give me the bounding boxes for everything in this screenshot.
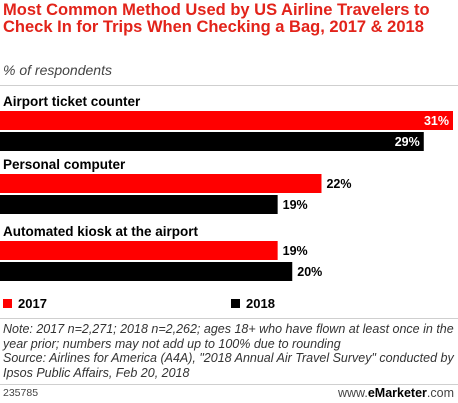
brand-suffix: .com (426, 386, 454, 400)
chart-subtitle: % of respondents (3, 62, 112, 78)
legend-label-2017: 2017 (18, 296, 47, 311)
value-label-airport-ticket-counter-2017: 31% (424, 114, 449, 128)
footer-divider (0, 318, 458, 319)
note-text: Note: 2017 n=2,271; 2018 n=2,262; ages 1… (3, 322, 454, 351)
value-label-automated-kiosk-at-the-airport-2018: 20% (297, 265, 322, 279)
category-label-personal-computer: Personal computer (3, 157, 126, 172)
legend-item-2017: 2017 (3, 296, 47, 311)
legend-item-2018: 2018 (231, 296, 275, 311)
bar-personal-computer-2018 (0, 195, 278, 214)
bar-personal-computer-2017 (0, 174, 322, 193)
bar-airport-ticket-counter-2018 (0, 132, 424, 151)
category-label-automated-kiosk-at-the-airport: Automated kiosk at the airport (3, 224, 199, 239)
bar-airport-ticket-counter-2017 (0, 111, 453, 130)
brand-link[interactable]: www.eMarketer.com (338, 386, 454, 400)
chart-id: 235785 (3, 387, 39, 399)
top-divider (0, 85, 458, 86)
value-label-personal-computer-2018: 19% (283, 198, 308, 212)
source-text: Source: Airlines for America (A4A), "201… (3, 351, 454, 380)
chart-title: Most Common Method Used by US Airline Tr… (3, 1, 430, 36)
legend-label-2018: 2018 (246, 296, 275, 311)
legend-swatch-2018 (231, 299, 240, 308)
legend-swatch-2017 (3, 299, 12, 308)
category-label-airport-ticket-counter: Airport ticket counter (3, 94, 141, 109)
brand-prefix: www. (337, 386, 368, 400)
bar-chart: Airport ticket counter 31% 29% Personal com… (0, 94, 453, 281)
bottom-divider (0, 384, 458, 385)
footer-note: Note: 2017 n=2,271; 2018 n=2,262; ages 1… (3, 322, 455, 380)
value-label-personal-computer-2017: 22% (326, 177, 351, 191)
brand-name: eMarketer (367, 386, 427, 400)
value-label-automated-kiosk-at-the-airport-2017: 19% (283, 244, 308, 258)
bar-automated-kiosk-at-the-airport-2018 (0, 262, 293, 281)
bar-automated-kiosk-at-the-airport-2017 (0, 241, 278, 260)
value-label-airport-ticket-counter-2018: 29% (395, 135, 420, 149)
